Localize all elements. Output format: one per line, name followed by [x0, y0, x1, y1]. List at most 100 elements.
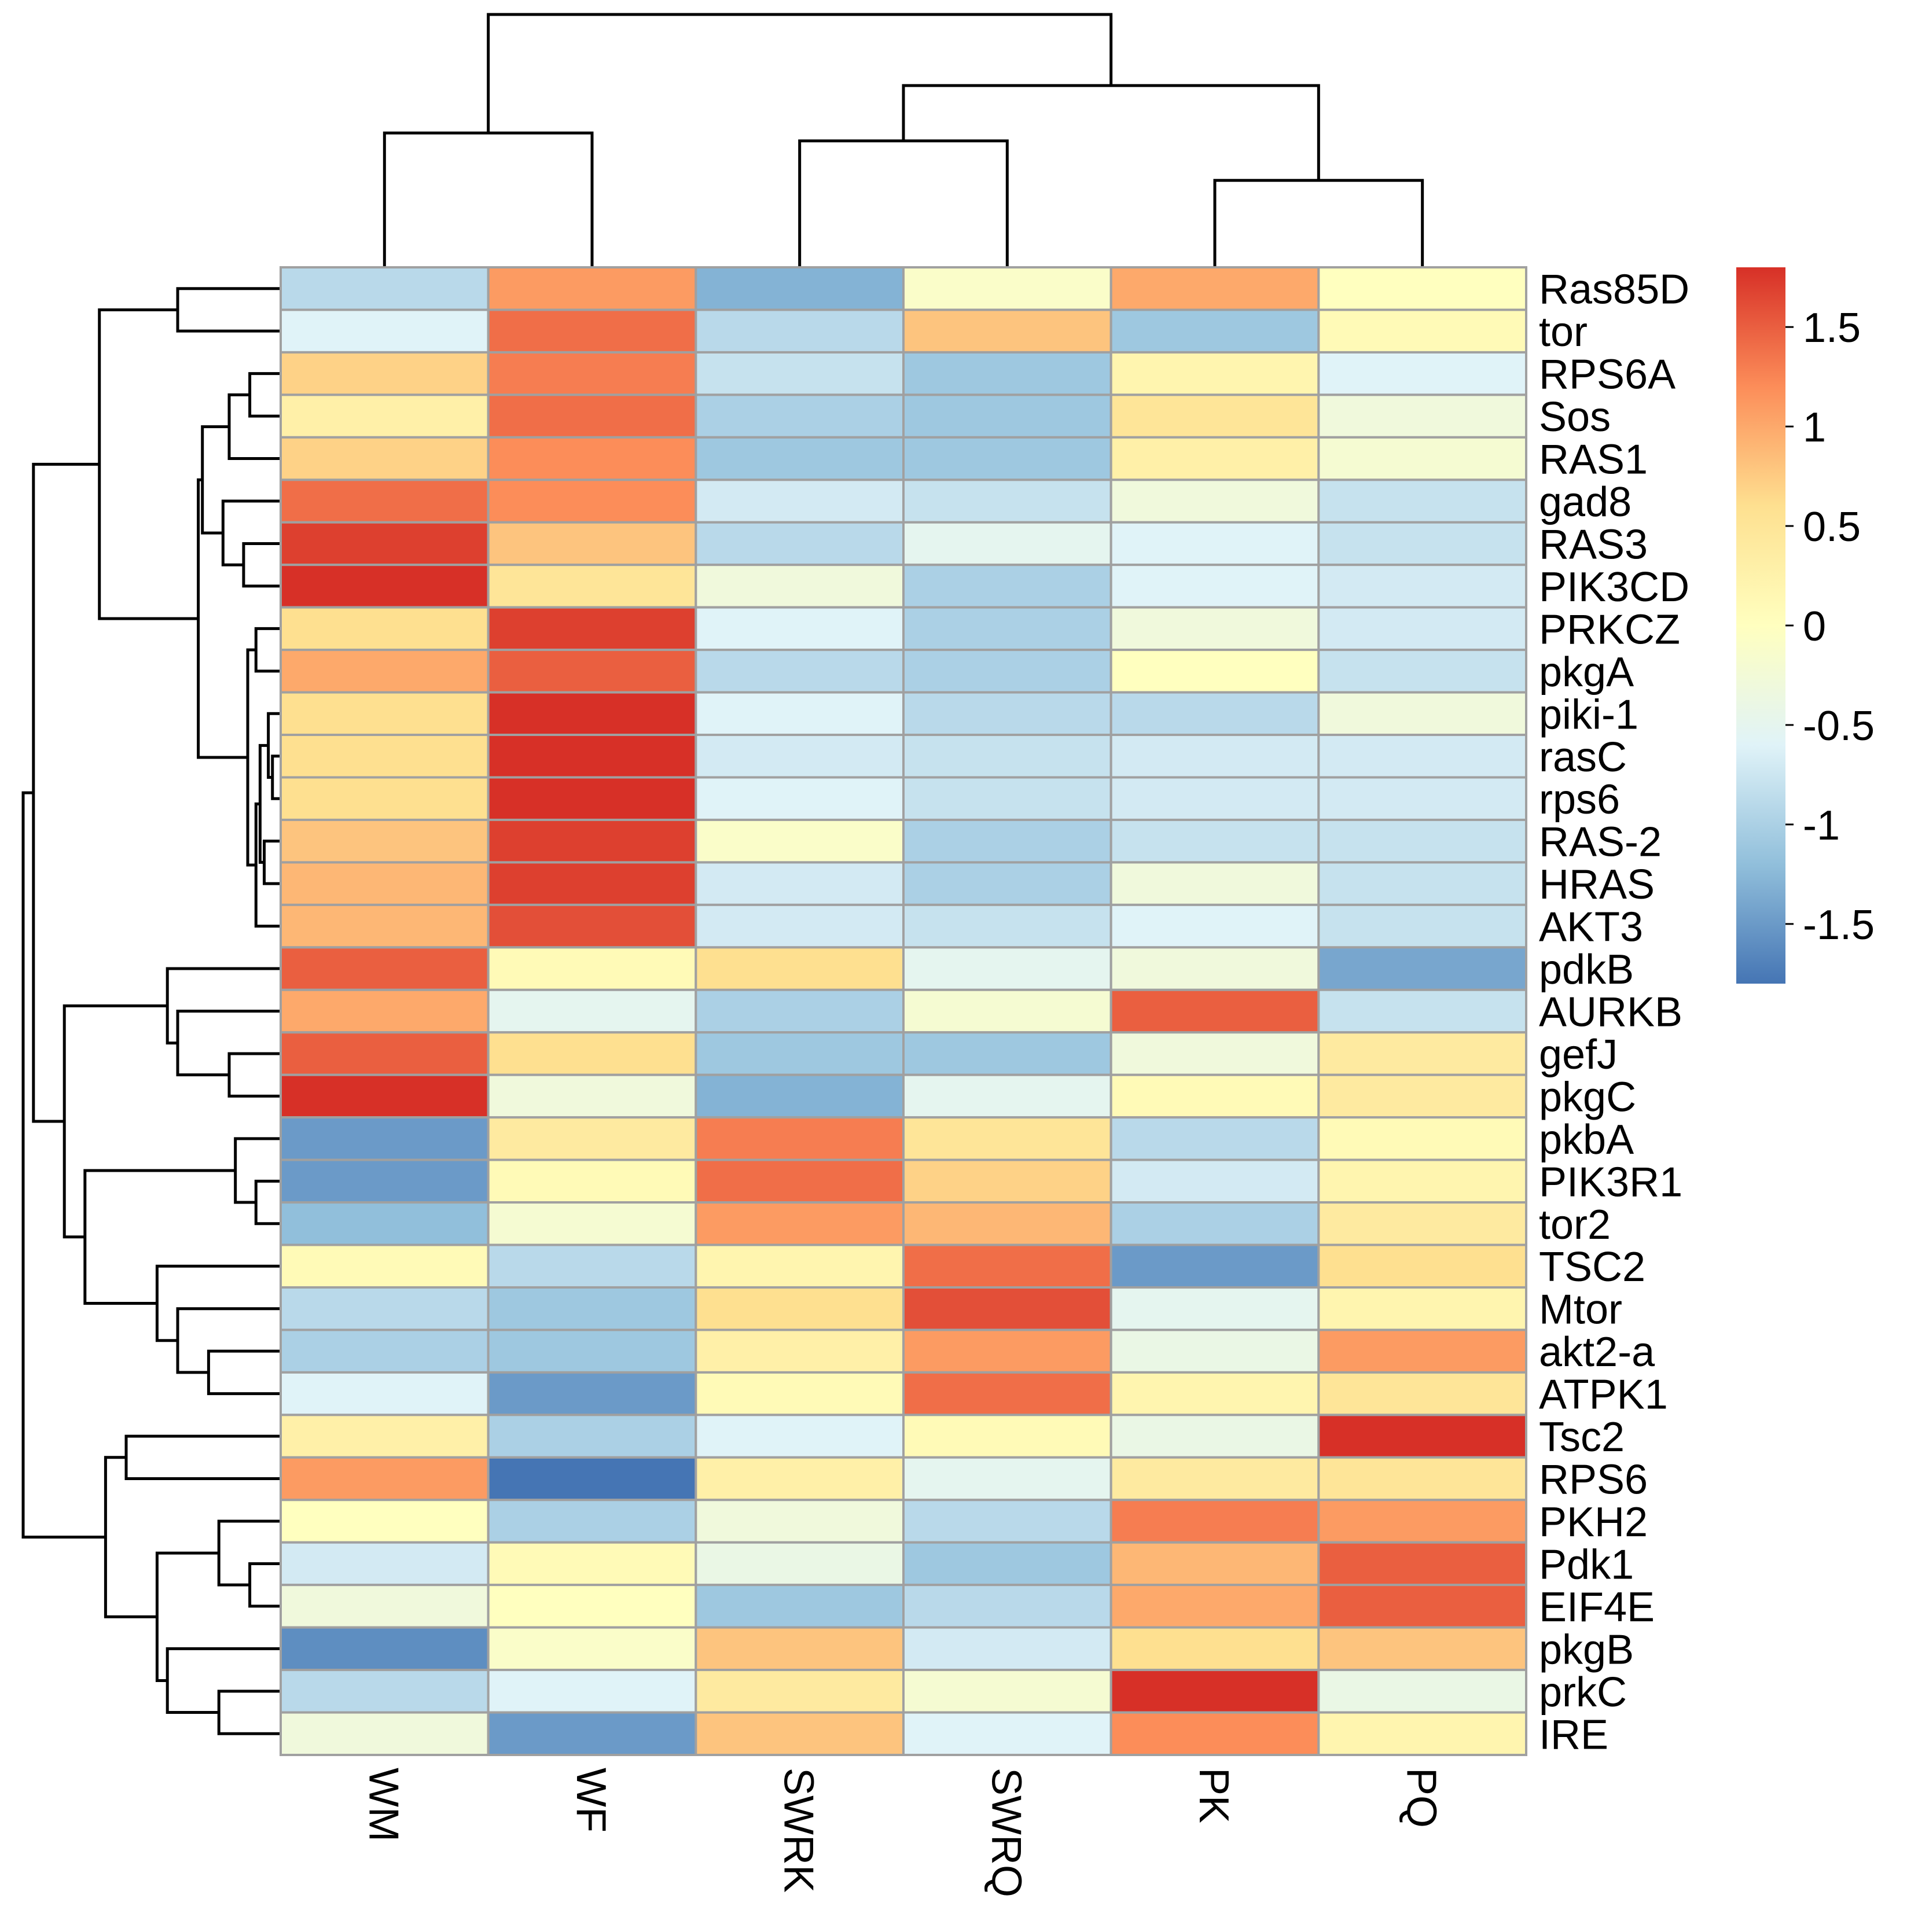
heatmap-cell-pkgA-PQ — [1317, 649, 1527, 694]
heatmap-cell-gefJ-WF — [487, 1031, 697, 1076]
heatmap-cell-TSC2-PK — [1109, 1243, 1320, 1289]
heatmap-cell-pkgC-PQ — [1317, 1073, 1527, 1119]
heatmap-cell-gad8-PK — [1109, 479, 1320, 524]
heatmap-cell-tor-SWRQ — [902, 308, 1112, 354]
row-label-RPS6: RPS6 — [1539, 1457, 1648, 1503]
heatmap-cell-PKH2-WF — [487, 1499, 697, 1544]
heatmap-cell-Mtor-SWRQ — [902, 1286, 1112, 1331]
heatmap-cell-RPS6A-WM — [280, 351, 490, 396]
row-label-tor2: tor2 — [1539, 1202, 1611, 1248]
heatmap-cell-tor-PQ — [1317, 308, 1527, 354]
heatmap-cell-PIK3CD-PQ — [1317, 564, 1527, 609]
heatmap-cell-rasC-SWRK — [695, 734, 905, 779]
heatmap-cell-rps6-WF — [487, 776, 697, 821]
row-label-RPS6A: RPS6A — [1539, 352, 1675, 398]
column-label-WM: WM — [360, 1768, 406, 1842]
heatmap-cell-Tsc2-SWRQ — [902, 1414, 1112, 1459]
heatmap-cell-TSC2-WM — [280, 1243, 490, 1289]
heatmap-cell-piki-1-WM — [280, 691, 490, 737]
row-label-prkC: prkC — [1539, 1669, 1627, 1716]
heatmap-cell-rps6-PK — [1109, 776, 1320, 821]
heatmap-cell-ATPK1-PQ — [1317, 1371, 1527, 1416]
heatmap-cell-tor2-SWRK — [695, 1201, 905, 1246]
row-dendrogram-branch-0 — [248, 372, 281, 418]
heatmap-cell-prkC-SWRQ — [902, 1669, 1112, 1714]
heatmap-cell-AURKB-WM — [280, 988, 490, 1034]
heatmap-cell-pkgC-PK — [1109, 1073, 1320, 1119]
row-label-IRE: IRE — [1539, 1712, 1608, 1758]
heatmap-cell-pdkB-WF — [487, 946, 697, 991]
heatmap-cell-gefJ-PQ — [1317, 1031, 1527, 1076]
heatmap-cell-rasC-SWRQ — [902, 734, 1112, 779]
heatmap-cell-RPS6A-PK — [1109, 351, 1320, 396]
row-label-gefJ: gefJ — [1539, 1032, 1618, 1078]
heatmap-cell-PKH2-SWRQ — [902, 1499, 1112, 1544]
legend-tick-label: 1 — [1803, 404, 1826, 451]
heatmap-cell-Pdk1-PQ — [1317, 1541, 1527, 1587]
heatmap-cell-PIK3R1-PQ — [1317, 1158, 1527, 1204]
heatmap-cell-pdkB-WM — [280, 946, 490, 991]
heatmap-cell-PIK3R1-WM — [280, 1158, 490, 1204]
heatmap-cell-RPS6-SWRQ — [902, 1456, 1112, 1502]
heatmap-cell-pkgA-PK — [1109, 649, 1320, 694]
heatmap-cell-PIK3CD-PK — [1109, 564, 1320, 609]
row-dendrogram-branch-1 — [227, 393, 281, 461]
row-label-pkgC: pkgC — [1539, 1074, 1636, 1120]
heatmap-cell-RPS6-PQ — [1317, 1456, 1527, 1502]
heatmap-border — [280, 266, 1527, 1756]
heatmap-cell-HRAS-PQ — [1317, 861, 1527, 906]
row-label-RAS1: RAS1 — [1539, 437, 1648, 483]
heatmap-cell-RAS-2-PK — [1109, 818, 1320, 864]
legend-tick-label: 1.5 — [1803, 305, 1861, 351]
heatmap-cell-EIF4E-SWRK — [695, 1584, 905, 1629]
row-label-rasC: rasC — [1539, 734, 1627, 781]
row-dendrogram-branch-5 — [271, 755, 281, 800]
row-label-Mtor: Mtor — [1539, 1287, 1622, 1333]
row-label-ATPK1: ATPK1 — [1539, 1372, 1668, 1418]
row-dendrogram-branch-23 — [83, 1169, 236, 1305]
heatmap-cell-pkgB-SWRQ — [902, 1626, 1112, 1672]
legend-tick-label: -1 — [1803, 803, 1840, 849]
row-dendrogram-branch-3 — [221, 499, 281, 566]
heatmap-cell-Pdk1-PK — [1109, 1541, 1320, 1587]
heatmap-cell-TSC2-PQ — [1317, 1243, 1527, 1289]
heatmap-cell-RPS6A-PQ — [1317, 351, 1527, 396]
heatmap-cell-pkbA-PQ — [1317, 1116, 1527, 1161]
heatmap-cell-Tsc2-SWRK — [695, 1414, 905, 1459]
heatmap-cell-IRE-PK — [1109, 1711, 1320, 1757]
column-label-PK: PK — [1191, 1768, 1237, 1823]
row-label-Tsc2: Tsc2 — [1539, 1414, 1625, 1460]
heatmap-cell-Sos-WM — [280, 393, 490, 439]
heatmap-cell-pkbA-WM — [280, 1116, 490, 1161]
row-dendrogram-branch-31 — [124, 1434, 281, 1481]
heatmap-cell-RAS1-SWRK — [695, 436, 905, 481]
heatmap-cell-rasC-PQ — [1317, 734, 1527, 779]
heatmap-cell-prkC-PQ — [1317, 1669, 1527, 1714]
row-label-piki-1: piki-1 — [1539, 691, 1638, 738]
heatmap-cell-PRKCZ-SWRQ — [902, 606, 1112, 652]
row-dendrogram-branch-2 — [242, 542, 281, 588]
heatmap-cell-pkgA-SWRK — [695, 649, 905, 694]
heatmap-cell-akt2-a-WM — [280, 1329, 490, 1374]
heatmap-cell-prkC-WF — [487, 1669, 697, 1714]
row-dendrogram-branch-19 — [234, 1137, 281, 1204]
heatmap-cell-IRE-SWRQ — [902, 1711, 1112, 1757]
heatmap-cell-pkbA-SWRQ — [902, 1116, 1112, 1161]
heatmap-cell-TSC2-WF — [487, 1243, 697, 1289]
heatmap-cell-akt2-a-SWRQ — [902, 1329, 1112, 1374]
heatmap-cell-IRE-WF — [487, 1711, 697, 1757]
heatmap-cell-Pdk1-WF — [487, 1541, 697, 1587]
legend-color-bar — [1736, 267, 1785, 984]
row-dendrogram-branch-10 — [254, 627, 281, 673]
heatmap-cell-tor2-WF — [487, 1201, 697, 1246]
row-label-pdkB: pdkB — [1539, 947, 1634, 993]
row-label-gad8: gad8 — [1539, 479, 1632, 525]
heatmap-cell-gad8-PQ — [1317, 479, 1527, 524]
heatmap-cell-Mtor-WF — [487, 1286, 697, 1331]
row-dendrogram — [21, 287, 281, 1735]
row-dendrogram-branch-33 — [21, 791, 106, 1539]
heatmap-cell-tor-WM — [280, 308, 490, 354]
row-label-tor: tor — [1539, 309, 1588, 355]
row-label-pkgB: pkgB — [1539, 1626, 1634, 1673]
heatmap-cell-gefJ-SWRQ — [902, 1031, 1112, 1076]
